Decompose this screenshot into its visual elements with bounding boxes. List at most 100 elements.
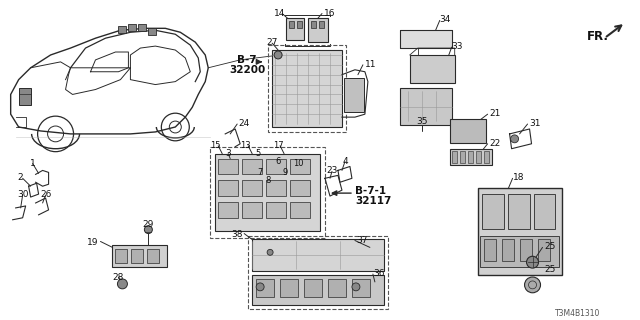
Bar	[148, 28, 156, 35]
Text: 16: 16	[324, 9, 335, 18]
Bar	[147, 249, 159, 263]
Circle shape	[118, 279, 127, 289]
Bar	[280, 279, 298, 297]
Text: 3: 3	[225, 149, 231, 158]
Text: 18: 18	[513, 173, 524, 182]
Circle shape	[352, 283, 360, 291]
Bar	[319, 21, 324, 28]
Bar	[248, 236, 388, 308]
Bar	[215, 154, 320, 231]
Bar	[452, 151, 457, 163]
Bar	[266, 180, 286, 196]
Bar	[210, 147, 325, 237]
Text: 26: 26	[40, 190, 51, 199]
Bar	[534, 194, 556, 229]
Bar	[272, 50, 342, 127]
Bar	[304, 279, 322, 297]
Bar	[242, 159, 262, 174]
Text: 23: 23	[326, 166, 338, 175]
Circle shape	[525, 277, 541, 293]
Bar	[290, 180, 310, 196]
Text: 15: 15	[210, 141, 220, 150]
Text: 38: 38	[232, 230, 243, 239]
Bar	[508, 194, 529, 229]
Text: 25: 25	[545, 265, 556, 274]
Text: 24: 24	[238, 119, 250, 128]
Bar	[450, 119, 486, 143]
Bar	[115, 249, 127, 263]
Bar	[218, 159, 238, 174]
Bar	[400, 30, 452, 48]
Text: 17: 17	[273, 141, 284, 150]
Text: 32200: 32200	[229, 65, 266, 75]
Text: B-7-1: B-7-1	[355, 186, 386, 196]
Text: 13: 13	[240, 141, 250, 150]
Bar	[400, 88, 452, 125]
Text: 22: 22	[490, 139, 501, 148]
Text: 4: 4	[342, 156, 348, 166]
Text: 34: 34	[440, 15, 451, 25]
Bar	[308, 19, 328, 42]
Bar	[131, 249, 143, 263]
Bar	[352, 279, 370, 297]
Text: 8: 8	[266, 176, 271, 185]
Bar	[242, 202, 262, 218]
Bar	[218, 202, 238, 218]
Text: T3M4B1310: T3M4B1310	[554, 308, 600, 317]
Bar	[290, 202, 310, 218]
Text: 5: 5	[255, 149, 260, 158]
Bar	[311, 21, 316, 28]
Text: 31: 31	[529, 119, 541, 128]
Text: 27: 27	[266, 38, 278, 47]
Bar	[129, 24, 136, 31]
Bar	[476, 151, 481, 163]
Bar	[484, 239, 495, 261]
Bar	[328, 279, 346, 297]
Text: 30: 30	[17, 190, 28, 199]
Bar	[520, 239, 532, 261]
Bar	[460, 151, 465, 163]
Bar	[482, 194, 504, 229]
Circle shape	[256, 283, 264, 291]
Bar	[118, 26, 127, 33]
Bar	[468, 151, 473, 163]
Bar	[410, 55, 454, 83]
Text: 35: 35	[416, 117, 428, 126]
Bar	[138, 24, 147, 31]
Bar	[218, 180, 238, 196]
Text: 11: 11	[365, 60, 376, 69]
Bar	[538, 239, 550, 261]
Text: 19: 19	[87, 237, 99, 246]
Bar	[289, 21, 294, 28]
Bar	[297, 21, 302, 28]
Bar	[290, 159, 310, 174]
Bar	[19, 88, 31, 105]
Bar	[252, 239, 384, 271]
Bar	[344, 78, 364, 112]
Text: 21: 21	[490, 109, 501, 118]
Text: 10: 10	[292, 159, 303, 168]
Text: 14: 14	[275, 9, 286, 18]
Circle shape	[267, 249, 273, 255]
Text: 1: 1	[29, 159, 35, 168]
Bar	[242, 180, 262, 196]
Bar	[286, 19, 304, 40]
Text: 29: 29	[143, 220, 154, 229]
Text: 33: 33	[452, 42, 463, 51]
Bar	[268, 45, 346, 132]
Bar	[252, 275, 384, 305]
Text: 36: 36	[373, 269, 385, 278]
Circle shape	[145, 226, 152, 234]
Bar	[450, 149, 492, 164]
Bar	[256, 279, 274, 297]
Text: 28: 28	[113, 273, 124, 282]
Text: 9: 9	[282, 168, 288, 178]
Bar	[479, 236, 559, 267]
Text: B-7: B-7	[237, 55, 257, 65]
Circle shape	[511, 135, 518, 143]
Text: 2: 2	[18, 173, 24, 182]
Bar	[484, 151, 488, 163]
Circle shape	[274, 51, 282, 59]
Text: 7: 7	[257, 168, 263, 178]
Text: FR.: FR.	[586, 30, 609, 43]
